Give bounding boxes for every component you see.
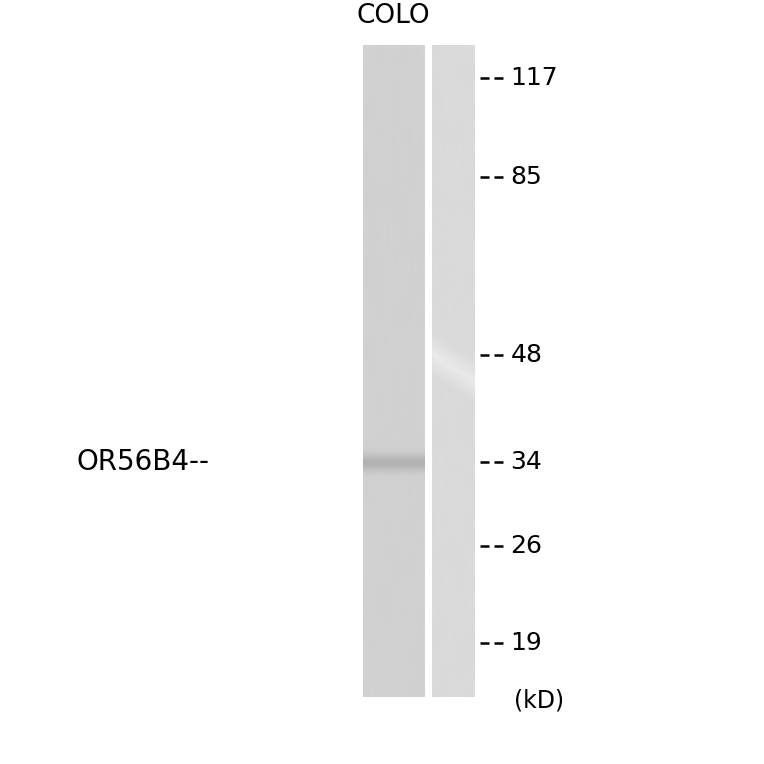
Text: COLO: COLO — [357, 3, 430, 29]
Text: 34: 34 — [510, 450, 542, 474]
Text: OR56B4--: OR56B4-- — [76, 448, 209, 476]
Text: 85: 85 — [510, 166, 542, 189]
Text: 19: 19 — [510, 631, 542, 656]
Text: 117: 117 — [510, 66, 558, 90]
Text: 48: 48 — [510, 343, 542, 367]
Text: 26: 26 — [510, 534, 542, 558]
Text: (kD): (kD) — [514, 688, 565, 712]
